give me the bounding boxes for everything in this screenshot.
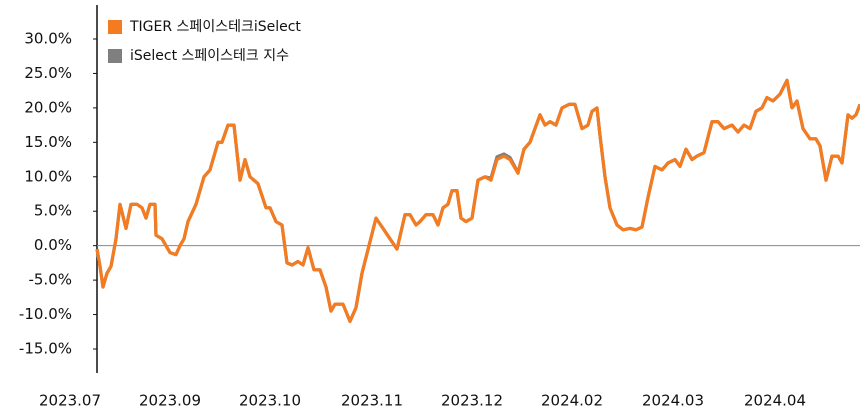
series-line <box>95 78 860 323</box>
y-tick-label: 10.0% <box>24 167 72 185</box>
x-tick-label: 2023.09 <box>139 392 201 410</box>
x-tick-label: 2023.11 <box>341 392 403 410</box>
y-tick-label: 25.0% <box>24 64 72 82</box>
y-tick-label: -10.0% <box>19 305 72 323</box>
y-tick-label: 30.0% <box>24 30 72 48</box>
legend-swatch <box>108 49 122 63</box>
x-tick-label: 2024.04 <box>744 392 806 410</box>
x-tick-label: 2024.03 <box>642 392 704 410</box>
y-tick-label: -15.0% <box>19 340 72 358</box>
y-tick-label: -5.0% <box>28 271 72 289</box>
legend-label: TIGER 스페이스테크iSelect <box>129 19 301 35</box>
x-tick-label: 2023.10 <box>239 392 301 410</box>
y-tick-label: 5.0% <box>34 202 72 220</box>
y-tick-label: 20.0% <box>24 98 72 116</box>
x-tick-label: 2023.07 <box>39 392 101 410</box>
legend-swatch <box>108 20 122 34</box>
x-tick-label: 2024.02 <box>541 392 603 410</box>
series-line <box>95 78 860 323</box>
y-tick-label: 0.0% <box>34 236 72 254</box>
legend-label: iSelect 스페이스테크 지수 <box>130 48 289 64</box>
y-tick-label: 15.0% <box>24 133 72 151</box>
x-tick-label: 2023.12 <box>441 392 503 410</box>
